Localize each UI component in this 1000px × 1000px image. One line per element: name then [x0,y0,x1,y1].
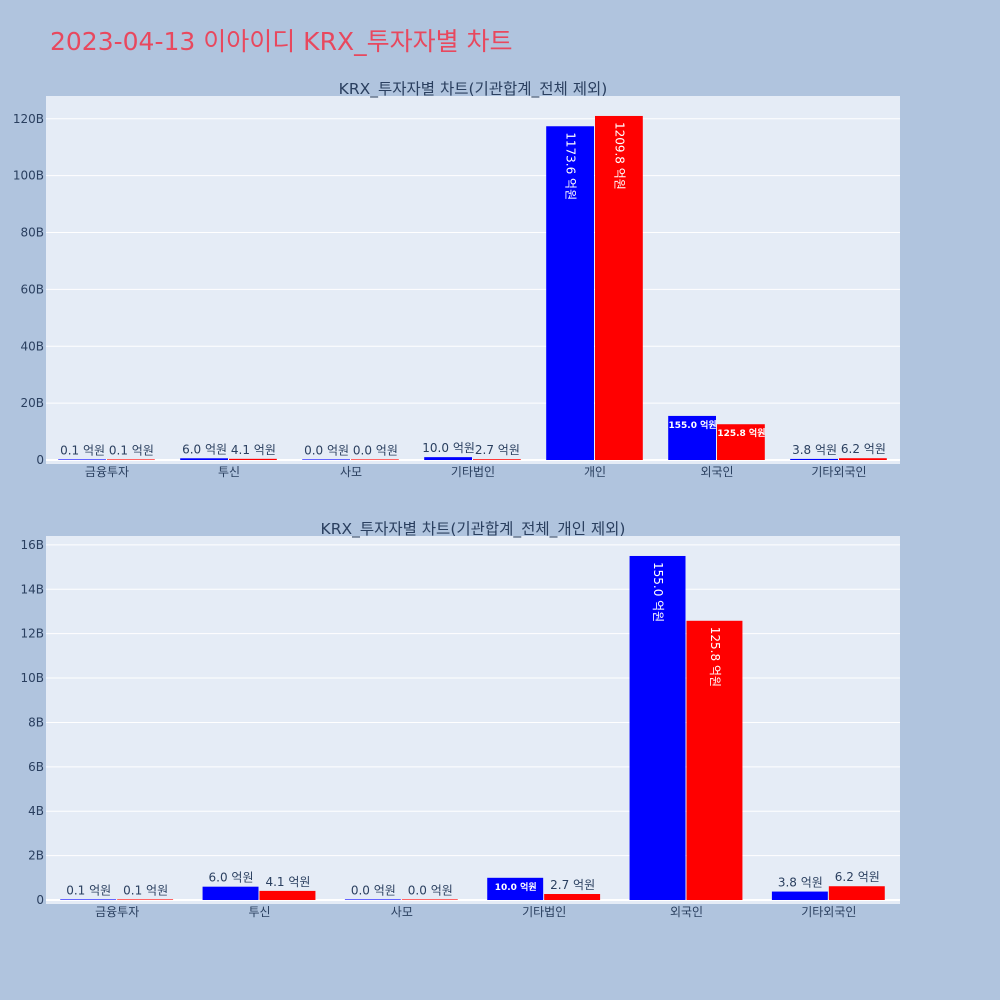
plot-area-2 [46,536,900,904]
bar [117,899,174,900]
bar [839,458,887,460]
bar [344,899,401,900]
data-label: 1173.6 억원 [564,132,578,200]
data-label: 0.0 억원 [353,443,398,457]
data-label: 0.1 억원 [66,883,111,897]
bar [351,459,399,460]
x-tick-label: 개인 [584,465,606,479]
bar [717,424,765,460]
bar [202,886,259,900]
y-tick-label: 10B [20,671,44,685]
x-tick-label: 기타법인 [522,905,566,919]
y-tick-label: 4B [28,804,44,818]
x-tick-label: 기타외국인 [811,465,866,479]
bar [302,459,350,460]
y-tick-label: 80B [20,226,44,240]
bar [473,459,521,460]
bar [828,886,885,900]
x-tick-label: 기타외국인 [801,905,856,919]
x-tick-label: 외국인 [670,905,703,919]
y-tick-label: 2B [28,849,44,863]
data-label: 6.0 억원 [182,442,227,456]
x-tick-label: 사모 [391,905,413,919]
data-label: 10.0 억원 [422,441,475,455]
bar [60,899,117,900]
data-label: 6.2 억원 [841,442,886,456]
data-label: 10.0 억원 [495,881,537,893]
data-label: 6.0 억원 [209,871,254,885]
data-label: 125.8 억원 [717,427,765,439]
y-tick-label: 14B [20,582,44,596]
data-label: 0.0 억원 [351,883,396,897]
bar [686,620,743,900]
data-label: 0.1 억원 [109,443,154,457]
bar [487,877,544,900]
x-tick-label: 사모 [340,465,362,479]
bar [595,115,643,460]
y-tick-label: 8B [28,715,44,729]
bar [259,890,316,900]
y-tick-label: 40B [20,339,44,353]
y-tick-label: 100B [13,169,44,183]
page-title: 2023-04-13 이아이디 KRX_투자자별 차트 [50,27,513,56]
data-label: 0.0 억원 [304,443,349,457]
data-label: 125.8 억원 [708,627,722,687]
chart-title-2: KRX_투자자별 차트(기관합계_전체_개인 제외) [321,520,626,539]
data-label: 0.1 억원 [60,443,105,457]
x-tick-label: 투신 [218,465,240,479]
x-tick-label: 외국인 [700,465,733,479]
x-tick-label: 투신 [248,905,270,919]
data-label: 2.7 억원 [475,443,520,457]
y-tick-label: 20B [20,396,44,410]
bar [790,458,838,460]
y-tick-label: 16B [20,538,44,552]
y-tick-label: 120B [13,112,44,126]
y-tick-label: 0 [36,453,44,467]
bar [180,458,228,460]
data-label: 2.7 억원 [550,878,595,892]
bar [401,899,458,900]
bar [229,458,277,460]
plot-area-1 [46,96,900,464]
bar [58,459,106,460]
bar [546,126,594,460]
bar [544,894,601,900]
data-label: 3.8 억원 [792,443,837,457]
y-tick-label: 12B [20,627,44,641]
data-label: 155.0 억원 [669,419,717,431]
y-tick-label: 6B [28,760,44,774]
bar [424,457,472,460]
x-tick-label: 금융투자 [85,465,129,479]
chart-title-1: KRX_투자자별 차트(기관합계_전체 제외) [339,80,608,99]
y-tick-label: 60B [20,282,44,296]
data-label: 0.1 억원 [123,883,168,897]
y-tick-label: 0 [36,893,44,907]
data-label: 155.0 억원 [651,562,665,622]
x-tick-label: 금융투자 [95,905,139,919]
bar [771,891,828,900]
data-label: 3.8 억원 [778,876,823,890]
data-label: 4.1 억원 [265,875,310,889]
x-tick-label: 기타법인 [451,465,495,479]
bar [629,555,686,900]
data-label: 6.2 억원 [835,870,880,884]
bar [668,415,716,460]
data-label: 1209.8 억원 [612,122,626,190]
bar [107,459,155,460]
data-label: 0.0 억원 [408,883,453,897]
data-label: 4.1 억원 [231,443,276,457]
